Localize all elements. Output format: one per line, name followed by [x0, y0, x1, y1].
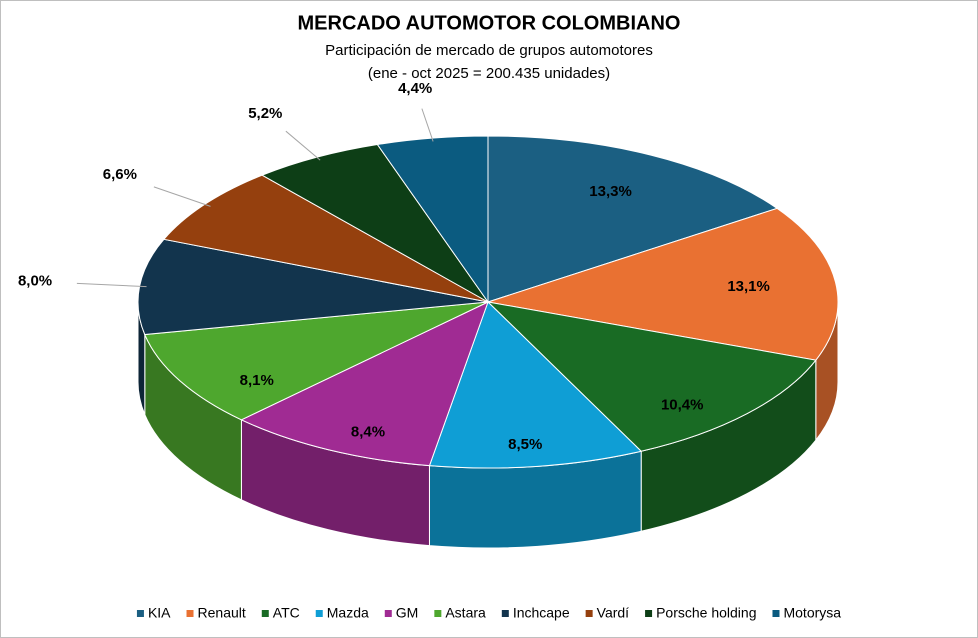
legend-swatch	[186, 610, 194, 617]
data-label: 8,1%	[240, 372, 274, 389]
legend-label: Porsche holding	[656, 605, 756, 621]
data-label: 13,3%	[589, 183, 632, 200]
legend-label: ATC	[273, 605, 300, 621]
legend-item: Porsche holding	[645, 605, 756, 621]
leader-line	[76, 282, 147, 288]
data-labels: 13,3% 13,1% 10,4% 8,5% 8,4% 8,1% 8,0% 6,6% 5,2% 4…	[18, 80, 770, 453]
legend-label: Mazda	[327, 605, 369, 621]
leader-line	[421, 108, 434, 142]
legend-item: Mazda	[315, 605, 369, 621]
legend-item: Renault	[186, 605, 246, 621]
legend-swatch	[772, 610, 780, 617]
chart-title: MERCADO AUTOMOTOR COLOMBIANO	[298, 12, 681, 34]
data-label: 13,1%	[727, 278, 770, 295]
legend-swatch	[501, 610, 509, 617]
legend-label: Motorysa	[783, 605, 841, 621]
data-label: 8,5%	[508, 436, 542, 453]
pie-slice	[240, 301, 489, 467]
pie-slice	[428, 301, 643, 469]
data-label: 5,2%	[248, 105, 282, 122]
pie-slice	[486, 301, 817, 452]
legend-swatch	[384, 610, 392, 617]
legend-swatch	[434, 610, 442, 617]
data-label: 8,4%	[351, 424, 385, 441]
chart-subtitle: (ene - oct 2025 = 200.435 unidades)	[368, 65, 610, 82]
pie-tops	[137, 135, 839, 469]
legend-label: Renault	[198, 605, 246, 621]
data-label: 8,0%	[18, 273, 52, 290]
legend-item: Vardí	[585, 605, 630, 621]
legend-swatch	[315, 610, 323, 617]
legend-item: ATC	[261, 605, 300, 621]
pie-slice	[487, 135, 779, 303]
legend-item: Motorysa	[772, 605, 841, 621]
leader-line	[153, 186, 211, 207]
legend-swatch	[645, 610, 653, 617]
legend-label: KIA	[148, 605, 171, 621]
legend-item: Astara	[434, 605, 486, 621]
data-label: 6,6%	[103, 166, 137, 183]
leader-line	[285, 130, 321, 161]
pie-sides	[137, 301, 839, 549]
data-label: 10,4%	[661, 397, 704, 414]
legend-swatch	[136, 610, 144, 617]
legend-label: Astara	[445, 605, 486, 621]
pie-slice	[487, 207, 839, 361]
data-label: 4,4%	[398, 80, 432, 97]
legend-item: Inchcape	[501, 605, 570, 621]
legend-item: KIA	[136, 605, 171, 621]
pie-slice	[144, 301, 489, 421]
legend-label: Vardí	[597, 605, 630, 621]
legend-swatch	[261, 610, 269, 617]
legend-swatch	[585, 610, 593, 617]
legend-item: GM	[384, 605, 419, 621]
legend-label: Inchcape	[513, 605, 570, 621]
legend-label: GM	[396, 605, 419, 621]
chart-subtitle: Participación de mercado de grupos autom…	[325, 42, 653, 59]
legend: KIA Renault ATC Mazda GM Astara Inchcape Vardí P…	[136, 605, 841, 621]
